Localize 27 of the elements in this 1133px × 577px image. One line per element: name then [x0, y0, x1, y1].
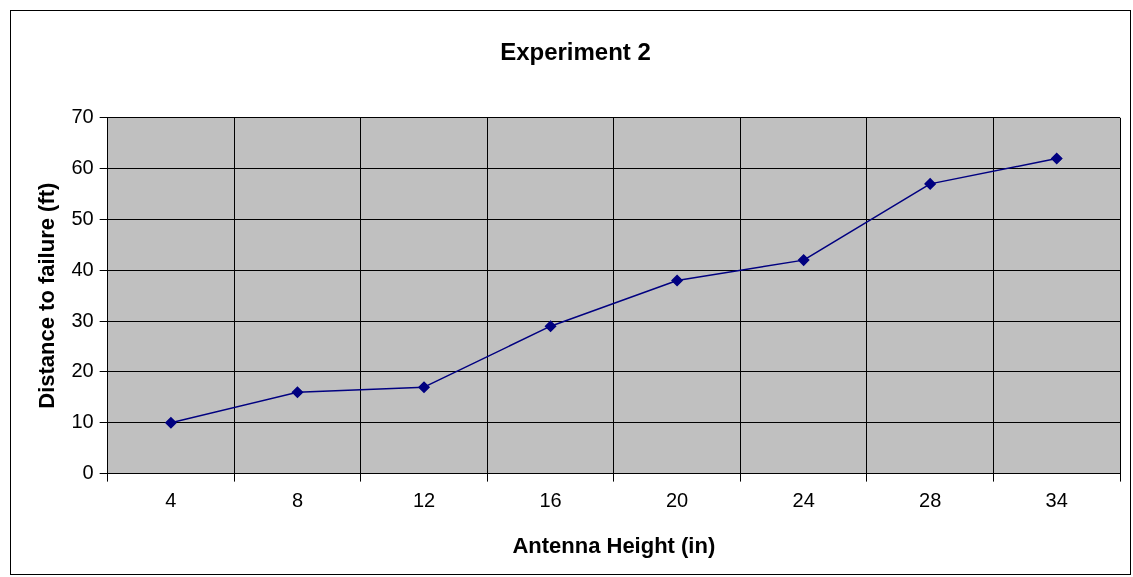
x-tick-label: 8 — [291, 489, 304, 512]
point — [165, 417, 177, 429]
x-tick-label: 12 — [412, 489, 436, 512]
y-tick-label: 40 — [71, 257, 94, 280]
point — [291, 386, 304, 399]
point — [924, 178, 936, 190]
x-axis-title: Antenna Height (in) — [512, 532, 716, 558]
point — [1050, 152, 1063, 165]
y-tick-label: 30 — [71, 308, 94, 331]
point — [544, 320, 557, 332]
point — [797, 254, 810, 266]
x-tick-label: 28 — [919, 489, 942, 512]
x-tick-label: 16 — [539, 489, 562, 512]
x-tick-label: 24 — [792, 489, 815, 512]
point — [671, 274, 683, 287]
x-tick-label: 34 — [1045, 489, 1068, 512]
y-tick-label: 0 — [82, 461, 94, 484]
x-tick-label: 4 — [165, 489, 177, 512]
y-tick-label: 60 — [71, 156, 94, 179]
y-tick-label: 10 — [71, 410, 94, 433]
chart-title: Experiment 2 — [500, 38, 651, 66]
y-tick-label: 20 — [71, 359, 94, 382]
y-axis-title: Distance to failure (ft) — [34, 182, 60, 409]
x-tick-label: 20 — [665, 489, 689, 512]
point — [418, 381, 430, 393]
y-tick-label: 50 — [71, 206, 94, 229]
y-tick-label: 70 — [71, 105, 94, 128]
